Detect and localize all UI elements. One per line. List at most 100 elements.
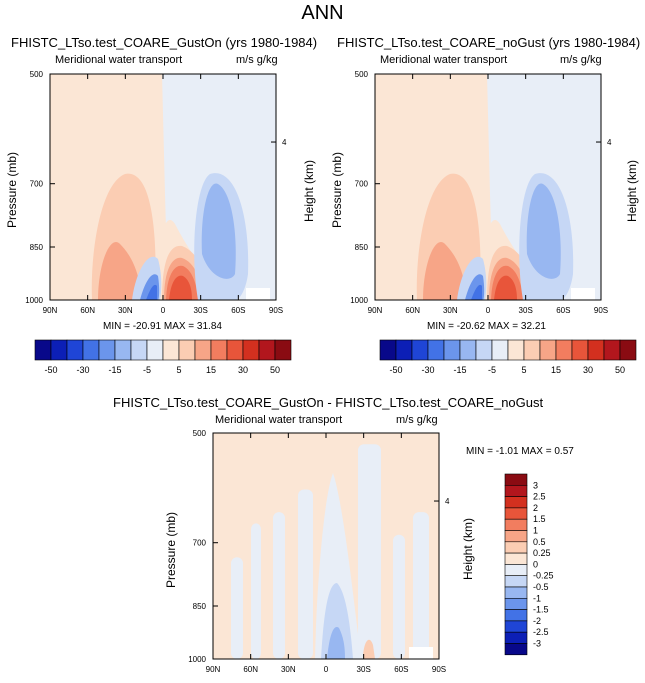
contour-pos-2 [98,242,142,300]
colorbar-swatch [504,564,528,577]
x-tick-label: 30N [281,665,296,674]
panel-1-variable-label: Meridional water transport [55,54,183,66]
colorbar-swatch [504,643,528,656]
colorbar-swatch [178,339,196,361]
colorbar-swatch [504,631,528,644]
contour-neg-5 [201,183,236,279]
x-tick-label: 90S [269,306,283,315]
colorbar-swatch [504,609,528,622]
panel-2-variable-label: Meridional water transport [380,54,508,66]
colorbar-swatch [98,339,116,361]
x-tick-label: 90S [432,665,446,674]
y-tick-label: 700 [193,539,207,548]
panel-2-minmax: MIN = -20.62 MAX = 32.21 [427,321,546,332]
x-tick-label: 60S [556,306,570,315]
colorbar-swatch [459,339,477,361]
colorbar-label: -0.5 [533,582,549,592]
x-tick-label: 90N [368,306,383,315]
colorbar-label: 0.25 [533,548,551,558]
colorbar-swatch [226,339,244,361]
diff-neg-streak-2 [273,512,285,659]
colorbar-label: 50 [270,365,280,375]
colorbar-swatch [603,339,621,361]
colorbar-label: -5 [143,365,151,375]
x-tick-label: 30S [194,306,208,315]
panel-2-title: FHISTC_LTso.test_COARE_noGust (yrs 1980-… [337,35,641,50]
colorbar-swatch [504,484,528,497]
colorbar-swatch [504,507,528,520]
x-tick-label: 0 [161,306,166,315]
colorbar-swatch [504,541,528,554]
colorbar-swatch [34,339,52,361]
panel-2-plot: 90N 60N 30N 0 30S 60S 90S 500 700 850 1000 4 [350,70,612,315]
colorbar-label: -2 [533,616,541,626]
x-tick-label: 90S [594,306,608,315]
y-tick-label: 700 [30,180,44,189]
colorbar-1: -50 -30 -15 -5 5 15 30 50 [34,339,292,375]
missing-data [246,288,270,300]
colorbar-swatch [504,530,528,543]
colorbar-swatch [162,339,180,361]
colorbar-swatch [130,339,148,361]
contour-pos-7 [169,275,192,300]
panel-3-plot: 90N 60N 30N 0 30S 60S 90S 500 700 850 1000 4 [188,429,450,674]
colorbar-label: -15 [453,365,466,375]
panel-3-units-label: m/s g/kg [396,414,438,426]
colorbar-swatch [66,339,84,361]
colorbar-swatch [504,552,528,565]
x-tick-label: 60S [231,306,245,315]
colorbar-label: 15 [206,365,216,375]
colorbar-label: 5 [521,365,526,375]
contour-neg-5 [526,183,561,279]
colorbar-swatch [194,339,212,361]
y-tick-label: 500 [355,70,369,79]
x-tick-label: 90N [43,306,58,315]
colorbar-swatch [491,339,509,361]
x-tick-label: 0 [486,306,491,315]
colorbar-label: 2.5 [533,492,546,502]
colorbar-label: 0.5 [533,537,546,547]
y-tick-label: 1000 [25,296,43,305]
colorbar-label: -30 [421,365,434,375]
colorbar-swatch [539,339,557,361]
colorbar-label: -2.5 [533,627,549,637]
colorbar-swatch [475,339,493,361]
y-tick-label: 850 [30,243,44,252]
x-tick-label: 60N [80,306,95,315]
colorbar-label: 3 [533,480,538,490]
colorbar-swatch [395,339,413,361]
y2-tick-label: 4 [445,497,450,506]
colorbar-swatch [504,586,528,599]
colorbar-swatch [146,339,164,361]
colorbar-label: -30 [76,365,89,375]
y-tick-label: 850 [355,243,369,252]
y-tick-label: 700 [355,180,369,189]
colorbar-swatch [210,339,228,361]
contour-neg-3 [146,284,157,300]
diff-neg-streak-4 [358,444,381,659]
y-tick-label: 500 [30,70,44,79]
colorbar-swatch [504,496,528,509]
colorbar-swatch [443,339,461,361]
colorbar-label: -0.25 [533,571,554,581]
colorbar-label: -50 [44,365,57,375]
colorbar-label: 50 [615,365,625,375]
colorbar-swatch [619,339,637,361]
diff-neg-streak-3 [298,489,313,659]
colorbar-label: -15 [108,365,121,375]
colorbar-label: 0 [533,559,538,569]
diff-pos-spot [363,639,375,659]
x-tick-label: 60N [405,306,420,315]
colorbar-label: -3 [533,639,541,649]
colorbar-label: 2 [533,503,538,513]
colorbar-swatch [571,339,589,361]
panel-3-variable-label: Meridional water transport [215,414,343,426]
colorbar-label: -50 [389,365,402,375]
missing-data [409,647,433,659]
colorbar-label: 1 [533,526,538,536]
diff-neg-core-3 [327,627,345,659]
main-title: ANN [301,2,344,24]
panel-1-minmax: MIN = -20.91 MAX = 31.84 [103,321,222,332]
diff-neg-streak-5 [393,534,405,659]
colorbar-label: -5 [488,365,496,375]
